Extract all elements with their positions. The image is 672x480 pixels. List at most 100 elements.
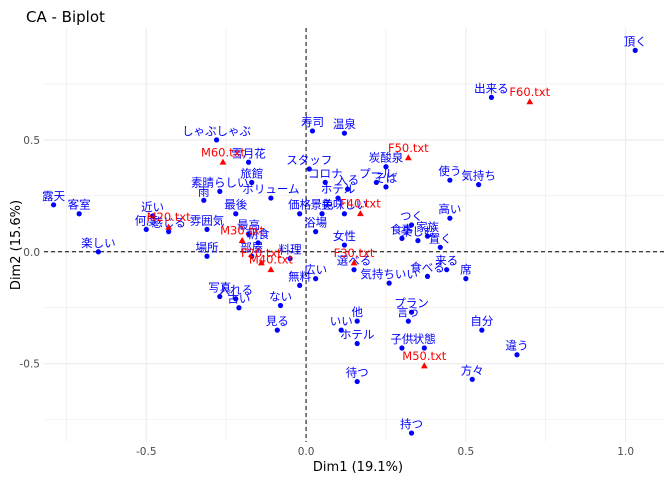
column-point-label: M50.txt (402, 349, 447, 363)
row-point-label: 雰囲気 (190, 213, 225, 227)
row-point-label: いい (330, 314, 353, 328)
row-point: 価格 (288, 198, 312, 217)
row-point-label: 炭酸泉 (369, 151, 404, 165)
row-point-label: 使う (438, 164, 461, 178)
row-point-marker (249, 253, 255, 259)
row-point: 食べる (410, 260, 445, 279)
row-point-label: 写真 (208, 281, 231, 295)
row-point-label: 価格 (288, 198, 311, 212)
row-point: ホテル (340, 328, 375, 347)
row-point-label: 最後 (224, 198, 247, 212)
row-point-label: 自分 (470, 314, 493, 328)
row-point-label: 子供 (390, 332, 413, 346)
column-point-marker (350, 259, 358, 266)
row-point-label: 持つ (400, 417, 423, 431)
row-point-marker (341, 211, 348, 217)
row-point-label: 席 (460, 263, 472, 277)
x-tick-label: -0.5 (136, 446, 157, 458)
row-point-marker (386, 280, 392, 286)
row-point: 何度 (135, 213, 158, 233)
row-point-label: 入る (336, 173, 359, 187)
row-point: ホテル (321, 182, 355, 201)
x-tick-label: 0.0 (298, 446, 315, 458)
row-point: 見る (266, 314, 289, 333)
column-point-marker (165, 223, 173, 230)
row-point: 出来る (474, 81, 509, 100)
row-point-marker (255, 240, 261, 246)
row-point-marker (95, 249, 101, 255)
row-point: 浴場 (304, 216, 328, 235)
column-point: F30.txt (334, 246, 375, 266)
row-point-marker (399, 235, 405, 241)
column-point: M30.txt (220, 224, 265, 243)
row-point-marker (143, 226, 149, 233)
row-point: スタッフ (286, 153, 332, 172)
row-point-marker (437, 244, 443, 250)
row-point-label: 何度 (135, 213, 158, 227)
row-point-label: 温泉 (333, 117, 356, 131)
row-point-label: 景色 (311, 198, 334, 212)
row-point-marker (341, 242, 348, 248)
row-point-label: ボリューム (242, 182, 299, 196)
reference-lines (44, 28, 664, 442)
row-point: 気持ち (461, 169, 496, 188)
row-point: 炭酸泉 (369, 151, 404, 170)
row-point-marker (345, 186, 351, 192)
y-tick-label: 0.0 (23, 247, 40, 259)
row-point: 待つ (346, 366, 369, 385)
row-point-marker (463, 276, 469, 282)
row-point-marker (447, 215, 453, 221)
row-point: 自分 (470, 314, 494, 333)
row-point-label: ない (269, 289, 292, 303)
row-point: 入れる (219, 283, 253, 302)
row-point-marker (373, 179, 379, 186)
row-point-marker (415, 237, 421, 244)
axis-ticks: -0.5 0.0 0.5 1.0 -0.5 0.0 0.5 (20, 135, 635, 458)
row-point: 近い (141, 200, 164, 219)
row-point: 入る (336, 173, 359, 192)
row-point-marker (408, 309, 415, 315)
row-point-label: 美味しい (321, 198, 367, 212)
column-point: F40.txt (340, 197, 381, 217)
row-point: 雪月花 (231, 146, 266, 165)
x-tick-label: 0.5 (458, 446, 475, 458)
row-point-marker (150, 213, 156, 219)
column-point-label: M60.txt (201, 145, 246, 159)
column-point: M60.txt (201, 145, 246, 165)
row-point: ボリューム (242, 182, 299, 201)
row-point-label: 状態 (413, 332, 436, 346)
row-point-label: 見る (266, 314, 289, 328)
row-point-label: 方々 (461, 363, 484, 377)
row-point: 子供 (390, 332, 414, 351)
row-point: 来る (435, 254, 458, 273)
row-point: 方々 (461, 363, 484, 382)
row-point: 寿司 (301, 115, 324, 134)
row-point-label: ホテル (340, 328, 375, 342)
row-point-marker (319, 211, 325, 217)
row-point-marker (399, 345, 405, 351)
row-point: 頂く (624, 34, 647, 53)
column-point-marker (420, 362, 428, 369)
row-point-marker (408, 430, 415, 436)
row-point: そば (374, 171, 398, 190)
row-point-marker (488, 94, 495, 100)
chart-title: CA - Biplot (26, 8, 105, 26)
row-point-label: 最高 (237, 218, 260, 232)
row-point-label: 待つ (346, 366, 369, 380)
row-point-label: 浴場 (304, 216, 327, 230)
column-points: F60.txt M60.txt F50.txt F40.txt M20.txt M30.t… (147, 85, 551, 369)
column-point-marker (257, 259, 265, 266)
row-point-label: しゃぶしゃぶ (182, 124, 251, 138)
row-point: 席 (460, 263, 472, 282)
row-point-marker (354, 378, 360, 385)
row-point-marker (354, 318, 360, 324)
row-point: コロナ (308, 166, 342, 186)
row-point-label: 近い (141, 200, 164, 214)
row-point-marker (421, 345, 427, 351)
row-point-marker (249, 179, 255, 186)
row-point-marker (447, 177, 453, 183)
row-point-label: 食事 (390, 222, 413, 236)
row-point-label: 料理 (279, 242, 302, 256)
